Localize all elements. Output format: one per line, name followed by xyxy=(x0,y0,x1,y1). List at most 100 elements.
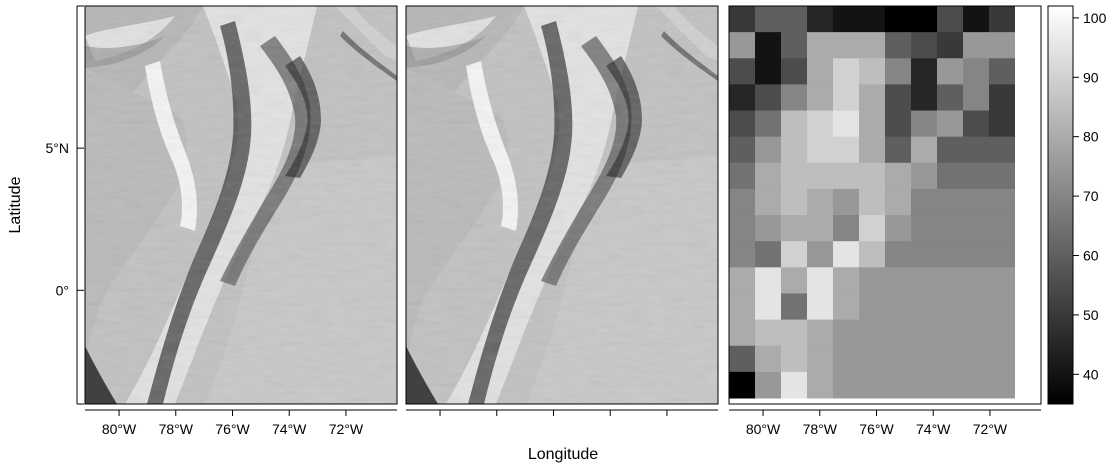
grid-cell xyxy=(807,188,834,216)
latitude-axis: 5°N 0° xyxy=(46,5,84,405)
grid-cell xyxy=(989,371,1016,399)
grid-cell xyxy=(755,162,782,190)
grid-cell xyxy=(859,136,886,164)
grid-cell xyxy=(963,136,990,164)
grid-cell xyxy=(937,110,964,138)
grid-cell xyxy=(989,110,1016,138)
x-tick-label: 80°W xyxy=(102,421,137,437)
legend-tick-label: 40 xyxy=(1083,366,1099,382)
panel-right-frame xyxy=(728,5,1042,405)
grid-cell xyxy=(859,6,886,33)
grid-cell xyxy=(989,6,1016,33)
grid-cell xyxy=(833,162,860,190)
legend-ticks: 100 90 80 70 60 50 40 xyxy=(1073,10,1107,382)
grid-cell xyxy=(859,162,886,190)
grid-cell xyxy=(911,241,938,268)
grid-cell xyxy=(729,241,756,268)
grid-cell xyxy=(807,32,834,59)
grid-cell xyxy=(755,188,782,216)
legend-tick-label: 50 xyxy=(1083,307,1099,323)
grid-cell xyxy=(885,188,912,216)
grid-cell xyxy=(989,345,1016,373)
grid-cell xyxy=(859,293,886,321)
grid-cell xyxy=(885,215,912,242)
grid-cell xyxy=(755,136,782,164)
grid-cell xyxy=(885,293,912,321)
grid-cell xyxy=(1015,188,1042,216)
grid-cell xyxy=(911,267,938,294)
grid-cell xyxy=(833,319,860,347)
grid-cell xyxy=(963,345,990,373)
grid-cell xyxy=(729,215,756,242)
grid-cell xyxy=(989,84,1016,112)
grid-cell xyxy=(963,58,990,85)
grid-cell xyxy=(859,32,886,59)
legend-frame xyxy=(1047,5,1074,405)
grid-cell xyxy=(755,241,782,268)
x-tick-label: 74°W xyxy=(916,421,951,437)
grid-cell xyxy=(937,32,964,59)
x-tick-label: 76°W xyxy=(859,421,894,437)
grid-cell xyxy=(1015,32,1042,59)
grid-cell xyxy=(937,162,964,190)
grid-cell xyxy=(755,84,782,112)
grid-cell xyxy=(911,215,938,242)
y-tick-label: 5°N xyxy=(46,140,70,156)
grid-cell xyxy=(781,84,808,112)
x-tick-label: 72°W xyxy=(973,421,1008,437)
grid-cell xyxy=(755,267,782,294)
grid-cell xyxy=(807,6,834,33)
grid-cell xyxy=(807,371,834,399)
grid-cell xyxy=(729,162,756,190)
grid-cell xyxy=(729,110,756,138)
grid-cell xyxy=(729,32,756,59)
grid-cell xyxy=(807,267,834,294)
grid-cell xyxy=(885,267,912,294)
grid-cell xyxy=(963,241,990,268)
grid-cell xyxy=(1015,58,1042,85)
grid-cell xyxy=(911,136,938,164)
grid-cell xyxy=(937,345,964,373)
grid-cell xyxy=(859,241,886,268)
grid-cell xyxy=(833,267,860,294)
grid-cell xyxy=(833,6,860,33)
grid-cell xyxy=(937,267,964,294)
grid-cell xyxy=(807,58,834,85)
panel-left-frame xyxy=(84,5,398,405)
grid-cell xyxy=(963,267,990,294)
x-tick-label: 80°W xyxy=(746,421,781,437)
grid-cell xyxy=(963,162,990,190)
grid-cell xyxy=(885,136,912,164)
legend-tick-label: 60 xyxy=(1083,247,1099,263)
grid-cell xyxy=(911,293,938,321)
grid-cell xyxy=(989,215,1016,242)
grid-cell xyxy=(859,110,886,138)
longitude-axis-right: 80°W 78°W 76°W 74°W 72°W xyxy=(729,409,1041,437)
grid-cell xyxy=(781,215,808,242)
grid-cell xyxy=(937,319,964,347)
grid-cell xyxy=(885,110,912,138)
grid-cell xyxy=(859,84,886,112)
grid-cell xyxy=(833,345,860,373)
grid-cell xyxy=(807,215,834,242)
grid-cell xyxy=(755,345,782,373)
grid-cell xyxy=(833,188,860,216)
grid-cell xyxy=(781,188,808,216)
grid-cell xyxy=(833,371,860,399)
grid-cell xyxy=(937,84,964,112)
grid-cell xyxy=(781,110,808,138)
grid-cell xyxy=(833,32,860,59)
panel-middle-relief-map xyxy=(405,5,719,405)
legend-tick-label: 80 xyxy=(1083,129,1099,145)
grid-cell xyxy=(859,319,886,347)
grid-cell xyxy=(937,241,964,268)
grid-cell xyxy=(781,136,808,164)
grid-cell xyxy=(911,32,938,59)
grid-cell xyxy=(989,319,1016,347)
grid-cell xyxy=(781,32,808,59)
legend-tick-label: 90 xyxy=(1083,69,1099,85)
grid-cell xyxy=(729,319,756,347)
grid-cell xyxy=(1015,162,1042,190)
grid-cell xyxy=(833,293,860,321)
grid-cell xyxy=(885,58,912,85)
